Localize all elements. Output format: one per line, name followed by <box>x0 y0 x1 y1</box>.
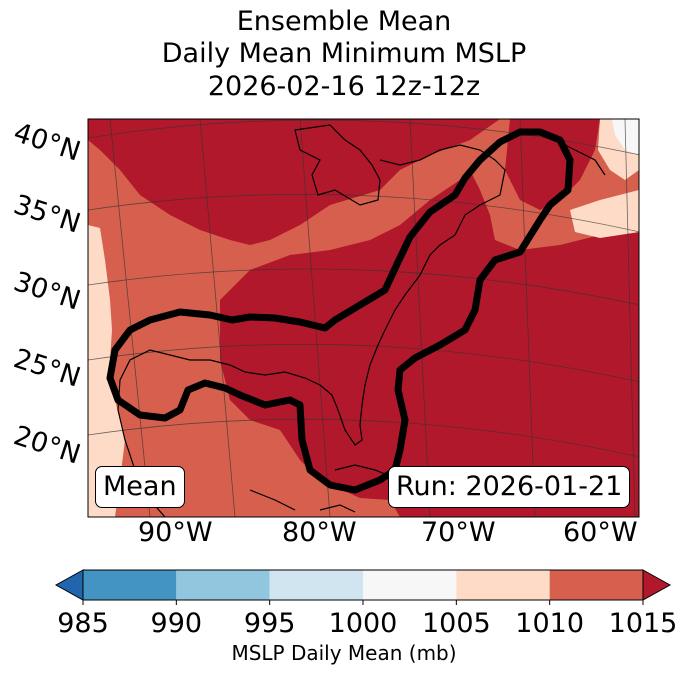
lat-label: 25°N <box>10 343 84 394</box>
colorbar-label: MSLP Daily Mean (mb) <box>231 641 457 665</box>
lat-label: 35°N <box>10 189 84 240</box>
lat-label: 30°N <box>10 266 84 317</box>
colorbar-segment <box>549 570 643 600</box>
colorbar-tick-label: 1000 <box>329 608 398 639</box>
colorbar-tick-label: 1005 <box>422 608 491 639</box>
colorbar-tick-label: 995 <box>244 608 296 639</box>
title-line-1: Ensemble Mean <box>236 6 452 37</box>
lon-label: 90°W <box>138 517 213 548</box>
field-1005-1010-atlantic <box>570 190 639 238</box>
field-high-central <box>220 170 639 517</box>
colorbar-segment <box>363 570 457 600</box>
title-line-3: 2026-02-16 12z-12z <box>207 71 481 102</box>
colorbar-segment <box>456 570 550 600</box>
colorbar-extend-high <box>642 569 672 601</box>
colorbar-tick-label: 990 <box>151 608 203 639</box>
colorbar-tick-label: 985 <box>57 608 109 639</box>
title-line-2: Daily Mean Minimum MSLP <box>161 38 527 69</box>
colorbar: 985 990 995 1000 1005 1010 1015 <box>54 569 678 639</box>
lon-label: 70°W <box>421 517 496 548</box>
map-frame <box>87 118 640 518</box>
field-high-north <box>88 119 500 245</box>
field-1005-1010-west <box>88 225 125 517</box>
contour-line <box>106 128 574 494</box>
colorbar-tick-label: 1010 <box>515 608 584 639</box>
lat-label: 20°N <box>10 420 84 471</box>
run-label-box: Run: 2026-01-21 <box>388 466 631 508</box>
pressure-field <box>88 119 639 517</box>
colorbar-segment <box>269 570 363 600</box>
lat-label: 40°N <box>10 117 84 168</box>
lon-label: 60°W <box>563 517 638 548</box>
mean-label-box: Mean <box>95 466 185 508</box>
colorbar-tick-label: 1015 <box>609 608 678 639</box>
field-high-northeast <box>505 119 600 210</box>
colorbar-segment <box>176 570 270 600</box>
colorbar-extend-low <box>54 569 84 601</box>
colorbar-segment <box>83 570 177 600</box>
lon-label: 80°W <box>282 517 357 548</box>
